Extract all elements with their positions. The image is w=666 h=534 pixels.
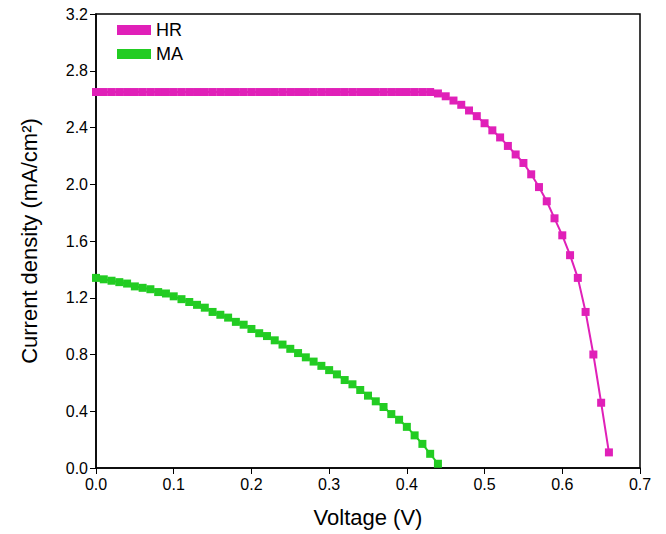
svg-text:MA: MA <box>156 44 183 64</box>
svg-text:2.4: 2.4 <box>66 119 88 136</box>
svg-text:0.5: 0.5 <box>473 476 495 493</box>
svg-text:0.0: 0.0 <box>85 476 107 493</box>
svg-text:2.8: 2.8 <box>66 62 88 79</box>
svg-text:0.0: 0.0 <box>66 460 88 477</box>
svg-text:0.1: 0.1 <box>163 476 185 493</box>
svg-text:1.2: 1.2 <box>66 289 88 306</box>
svg-text:0.3: 0.3 <box>318 476 340 493</box>
svg-text:1.6: 1.6 <box>66 233 88 250</box>
svg-text:2.0: 2.0 <box>66 176 88 193</box>
svg-text:0.4: 0.4 <box>66 403 88 420</box>
svg-text:HR: HR <box>156 20 182 40</box>
svg-text:0.8: 0.8 <box>66 346 88 363</box>
svg-text:0.6: 0.6 <box>551 476 573 493</box>
svg-text:0.4: 0.4 <box>396 476 418 493</box>
svg-text:0.2: 0.2 <box>240 476 262 493</box>
svg-text:0.7: 0.7 <box>629 476 651 493</box>
svg-text:3.2: 3.2 <box>66 6 88 23</box>
svg-text:Current density (mA/cm²): Current density (mA/cm²) <box>17 118 42 364</box>
svg-text:Voltage (V): Voltage (V) <box>314 505 423 530</box>
